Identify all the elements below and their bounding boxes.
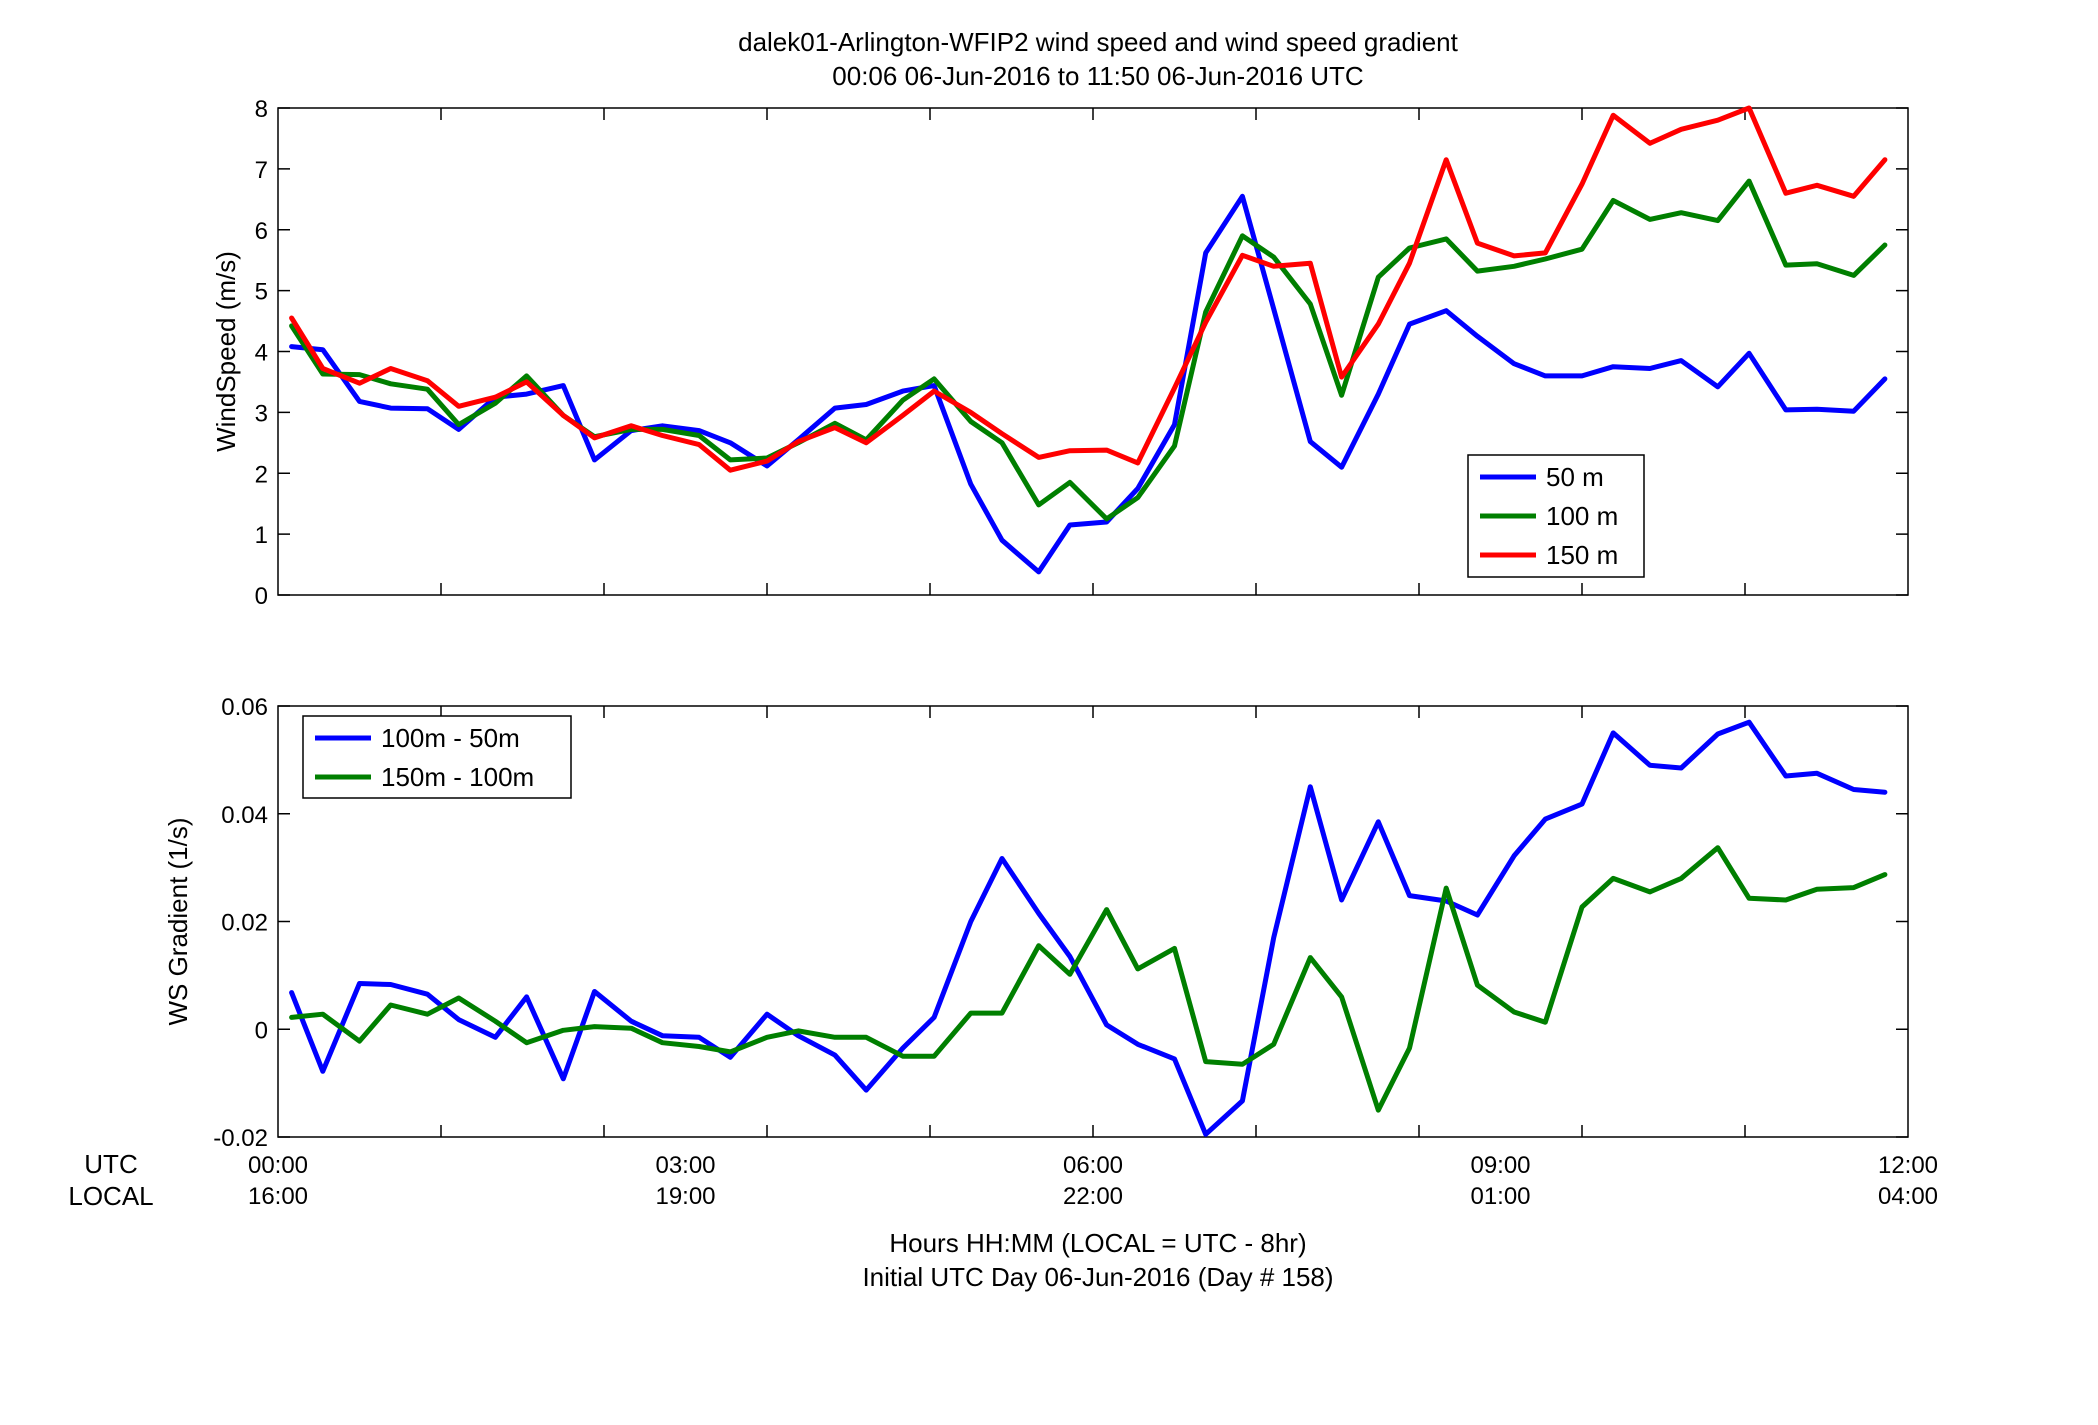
- x-tick-label-local: 22:00: [1063, 1183, 1123, 1210]
- chart-title-line2: 00:06 06-Jun-2016 to 11:50 06-Jun-2016 U…: [832, 61, 1363, 91]
- legend-label: 150 m: [1546, 540, 1618, 570]
- x-tick-label-utc: 06:00: [1063, 1152, 1123, 1179]
- y-tick-label: 0.06: [221, 694, 268, 721]
- x-tick-labels: 00:00 03:00 06:00 09:00 12:00 16:00 19:00 22:00…: [248, 1152, 1938, 1210]
- y-tick-label: 7: [255, 157, 268, 184]
- y-tick-label: 1: [255, 522, 268, 549]
- series-line: [289, 193, 1888, 575]
- x-tick-label-local: 01:00: [1470, 1183, 1530, 1210]
- y-tick-label: 6: [255, 218, 268, 245]
- series-line: [289, 845, 1888, 1113]
- y-axis-label: WindSpeed (m/s): [211, 251, 241, 452]
- series-line: [289, 719, 1888, 1137]
- legend-label: 150m - 100m: [381, 762, 534, 792]
- x-tick-label-utc: 03:00: [655, 1152, 715, 1179]
- chart-title-line1: dalek01-Arlington-WFIP2 wind speed and w…: [738, 27, 1459, 57]
- y-axis-label: WS Gradient (1/s): [163, 817, 193, 1025]
- ws-gradient-panel: -0.02 0 0.02 0.04 0.06 WS Gradient (1/s) 100m …: [163, 694, 1909, 1152]
- wind-speed-panel: 0 1 2 3 4 5 6 7 8 WindSpeed (m/s) 50 m 100 m 150 m: [211, 96, 1909, 610]
- y-tick-label: 0: [255, 1017, 268, 1044]
- y-tick-label: 4: [255, 340, 268, 367]
- x-tick-label-utc: 12:00: [1878, 1152, 1938, 1179]
- y-tick-label: 0.04: [221, 802, 268, 829]
- x-tick-label-local: 04:00: [1878, 1183, 1938, 1210]
- y-tick-label: 8: [255, 96, 268, 123]
- y-tick-label: 5: [255, 279, 268, 306]
- legend-label: 100 m: [1546, 501, 1618, 531]
- legend-label: 100m - 50m: [381, 723, 520, 753]
- y-tick-label: -0.02: [213, 1125, 268, 1152]
- y-tick-label: 0: [255, 583, 268, 610]
- x-axis-utc-row-label: UTC: [84, 1149, 137, 1179]
- legend: 100m - 50m 150m - 100m: [302, 715, 572, 799]
- y-tick-label: 3: [255, 400, 268, 427]
- x-tick-label-local: 16:00: [248, 1183, 308, 1210]
- x-tick-label-utc: 09:00: [1470, 1152, 1530, 1179]
- x-axis-local-row-label: LOCAL: [68, 1181, 153, 1211]
- series-line: [289, 105, 1888, 473]
- legend-box: [302, 715, 572, 799]
- x-axis-label-line2: Initial UTC Day 06-Jun-2016 (Day # 158): [862, 1262, 1333, 1292]
- x-axis-label-line1: Hours HH:MM (LOCAL = UTC - 8hr): [889, 1228, 1306, 1258]
- x-tick-label-local: 19:00: [655, 1183, 715, 1210]
- y-tick-label: 0.02: [221, 910, 268, 937]
- legend-label: 50 m: [1546, 462, 1604, 492]
- legend: 50 m 100 m 150 m: [1467, 454, 1645, 578]
- x-tick-label-utc: 00:00: [248, 1152, 308, 1179]
- y-tick-label: 2: [255, 461, 268, 488]
